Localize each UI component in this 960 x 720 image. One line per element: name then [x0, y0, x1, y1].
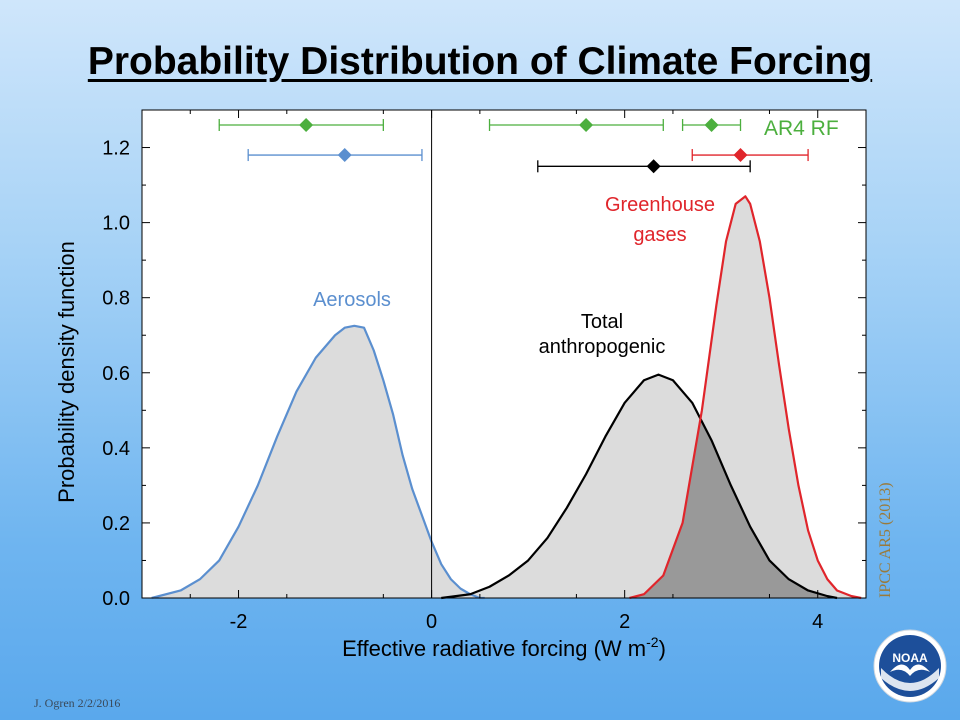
- noaa-logo-text: NOAA: [892, 651, 928, 665]
- ar4_aerosols-marker: [299, 118, 314, 133]
- y-tick-label: 0.6: [102, 363, 130, 385]
- plot-frame: [141, 109, 867, 599]
- ar5_aerosols-marker: [337, 148, 352, 163]
- x-tick-label: 4: [812, 611, 823, 633]
- aerosols-curve: [151, 324, 485, 600]
- aerosols-fill: [151, 325, 485, 598]
- noaa-logo: NOAA: [873, 629, 947, 703]
- y-tick-label: 0.8: [102, 288, 130, 310]
- aerosols-label: Aerosols: [313, 289, 391, 311]
- x-axis-label: Effective radiative forcing (W m-2): [342, 634, 666, 661]
- ar4_ghg-marker: [704, 118, 719, 133]
- ghg-curve: [629, 195, 862, 600]
- ar4_total-marker: [579, 118, 594, 133]
- y-axis-label: Probability density function: [54, 241, 79, 503]
- y-tick-label: 0.0: [102, 588, 130, 610]
- y-tick-label: 1.2: [102, 138, 130, 160]
- y-tick-label: 0.4: [102, 438, 130, 460]
- legend-ar4-label: AR4 RF: [764, 117, 839, 140]
- y-tick-label: 0.2: [102, 513, 130, 535]
- author-credit: J. Ogren 2/2/2016: [34, 696, 121, 710]
- y-tick-label: 1.0: [102, 213, 130, 235]
- total-curve: [441, 373, 838, 600]
- ar5_ghg-marker: [733, 148, 748, 163]
- ar5_total-marker: [646, 159, 661, 174]
- overlap-fill: [629, 418, 838, 598]
- x-tick-label: -2: [230, 611, 248, 633]
- x-tick-label: 0: [426, 611, 437, 633]
- source-note: IPCC AR5 (2013): [877, 482, 894, 598]
- total-label: Total anthropogenic: [539, 311, 666, 358]
- x-tick-label: 2: [619, 611, 630, 633]
- slide-title: Probability Distribution of Climate Forc…: [87, 40, 873, 83]
- ghg-label: Greenhouse gases: [605, 194, 715, 246]
